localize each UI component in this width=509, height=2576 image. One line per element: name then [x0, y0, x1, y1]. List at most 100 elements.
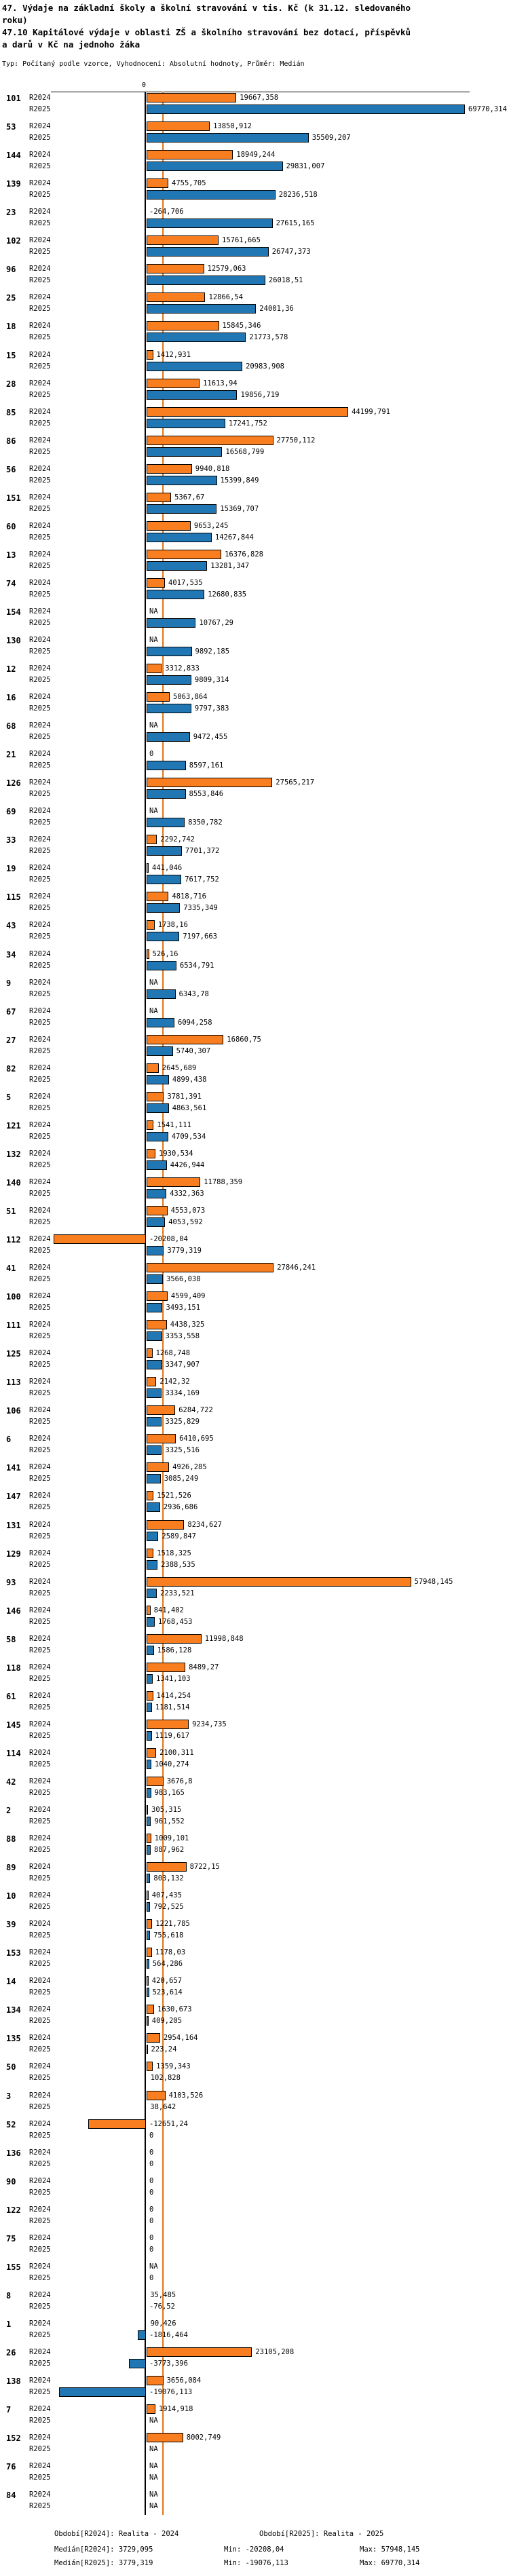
value-label-r2024: 19667,358	[240, 94, 279, 102]
chart-row: 154 R2024 NA R2025 10767,29	[0, 607, 509, 628]
bar-r2025	[147, 1160, 167, 1170]
chart-row: 43 R2024 1738,16 R2025 7197,663	[0, 920, 509, 942]
bar-r2024	[145, 207, 147, 217]
value-label-r2025: 6094,258	[178, 1018, 212, 1027]
bar-r2025	[147, 1331, 162, 1342]
bar-r2025	[147, 418, 225, 428]
row-id-label: 51	[6, 1206, 16, 1216]
chart-row: 88 R2024 1009,101 R2025 887,962	[0, 1834, 509, 1855]
series-label-r2024: R2024	[29, 236, 51, 245]
series-label-r2024: R2024	[29, 1520, 51, 1529]
value-label-r2025: 3085,249	[164, 1475, 199, 1483]
value-label-r2024: 407,435	[151, 1891, 182, 1900]
bar-r2025	[147, 1417, 162, 1427]
bar-r2025	[147, 561, 208, 571]
series-label-r2024: R2024	[29, 1720, 51, 1728]
bar-r2024	[147, 892, 169, 902]
series-label-r2024: R2024	[29, 1663, 51, 1671]
chart-row: 151 R2024 5367,67 R2025 15369,707	[0, 492, 509, 514]
value-label-r2025: 961,552	[154, 1817, 185, 1825]
zero-tick-label: 0	[142, 81, 147, 89]
footer-period-r2024: Období[R2024]: Realita - 2024	[54, 2530, 179, 2538]
row-id-label: 34	[6, 949, 16, 960]
value-label-r2024: 0	[149, 2148, 154, 2157]
series-label-r2025: R2025	[29, 533, 51, 542]
chart-row: 26 R2024 23105,208 R2025 -3773,396	[0, 2347, 509, 2369]
series-label-r2025: R2025	[29, 1389, 51, 1398]
series-label-r2024: R2024	[29, 122, 51, 131]
series-label-r2025: R2025	[29, 704, 51, 713]
series-label-r2024: R2024	[29, 464, 51, 473]
chart-row: 138 R2024 3656,084 R2025 -19076,113	[0, 2376, 509, 2398]
bar-r2024	[147, 93, 237, 102]
row-id-label: 2	[6, 1806, 12, 1815]
chart-row: 126 R2024 27565,217 R2025 8553,846	[0, 778, 509, 799]
row-id-label: 135	[6, 2034, 21, 2044]
series-label-r2025: R2025	[29, 1532, 51, 1540]
bar-r2025	[147, 1103, 169, 1113]
row-id-label: 153	[6, 1948, 21, 1958]
series-label-r2025: R2025	[29, 248, 51, 257]
bar-r2025	[147, 1588, 157, 1598]
chart-row: 111 R2024 4438,325 R2025 3353,558	[0, 1320, 509, 1342]
series-label-r2024: R2024	[29, 2119, 51, 2128]
series-label-r2025: R2025	[29, 2388, 51, 2396]
value-label-r2024: 23105,208	[255, 2347, 295, 2356]
series-label-r2025: R2025	[29, 1589, 51, 1597]
bar-r2024	[147, 1177, 201, 1187]
series-label-r2024: R2024	[29, 1834, 51, 1842]
bar-r2025	[147, 1988, 149, 1998]
value-label-r2025: 4426,944	[170, 1160, 205, 1169]
chart-row: 134 R2024 1630,673 R2025 409,205	[0, 2005, 509, 2026]
chart-row: 60 R2024 9653,245 R2025 14267,844	[0, 520, 509, 543]
value-label-r2024: 16376,828	[225, 550, 263, 558]
bar-r2025	[147, 304, 257, 314]
value-label-r2024: 1630,673	[157, 2005, 192, 2014]
bar-r2025	[147, 475, 217, 485]
bar-r2024	[147, 235, 219, 246]
value-label-r2025: 3325,829	[165, 1418, 200, 1426]
chart-row: 122 R2024 0 R2025 0	[0, 2205, 509, 2227]
series-label-r2024: R2024	[29, 151, 51, 159]
value-label-r2025: 4332,363	[170, 1189, 204, 1198]
value-label-r2024: 6410,695	[179, 1435, 214, 1443]
bar-r2025	[147, 333, 246, 343]
series-label-r2024: R2024	[29, 2034, 51, 2043]
value-label-r2025: 9809,314	[194, 676, 229, 684]
bar-r2025	[147, 1730, 152, 1741]
bar-r2024	[147, 1805, 149, 1815]
series-label-r2025: R2025	[29, 134, 51, 143]
series-label-r2025: R2025	[29, 790, 51, 799]
row-id-label: 9	[6, 978, 12, 988]
chart-row: 8 R2024 35,485 R2025 -76,52	[0, 2290, 509, 2312]
bar-r2024	[147, 549, 222, 559]
chart-row: 132 R2024 1930,534 R2025 4426,944	[0, 1148, 509, 1171]
value-label-r2024: 1541,111	[157, 1120, 191, 1129]
series-label-r2025: R2025	[29, 961, 51, 970]
value-label-r2025: 3566,038	[166, 1275, 201, 1283]
series-label-r2025: R2025	[29, 1674, 51, 1683]
series-label-r2024: R2024	[29, 179, 51, 188]
bar-r2024	[147, 1548, 154, 1558]
row-id-label: 58	[6, 1634, 16, 1644]
bar-r2025	[147, 1502, 160, 1513]
value-label-r2025: 27615,165	[276, 219, 315, 228]
value-label-r2024: -20208,04	[149, 1235, 188, 1243]
value-label-r2024: 27565,217	[276, 778, 315, 787]
row-id-label: 125	[6, 1349, 21, 1359]
footer-max-r2024: Max: 57948,145	[360, 2545, 420, 2554]
value-label-r2024: 2142,32	[159, 1378, 190, 1386]
series-label-r2025: R2025	[29, 1046, 51, 1055]
series-label-r2025: R2025	[29, 2502, 51, 2511]
series-label-r2025: R2025	[29, 1788, 51, 1797]
series-label-r2025: R2025	[29, 191, 51, 200]
chart-row: 10 R2024 407,435 R2025 792,525	[0, 1891, 509, 1912]
value-label-r2024: NA	[149, 807, 158, 816]
series-label-r2025: R2025	[29, 1731, 51, 1740]
series-label-r2024: R2024	[29, 607, 51, 615]
bar-r2024	[147, 2376, 164, 2385]
bar-r2025	[147, 361, 243, 371]
series-label-r2025: R2025	[29, 1760, 51, 1768]
chart-row: 16 R2024 5063,864 R2025 9797,383	[0, 692, 509, 714]
row-id-label: 18	[6, 322, 16, 332]
